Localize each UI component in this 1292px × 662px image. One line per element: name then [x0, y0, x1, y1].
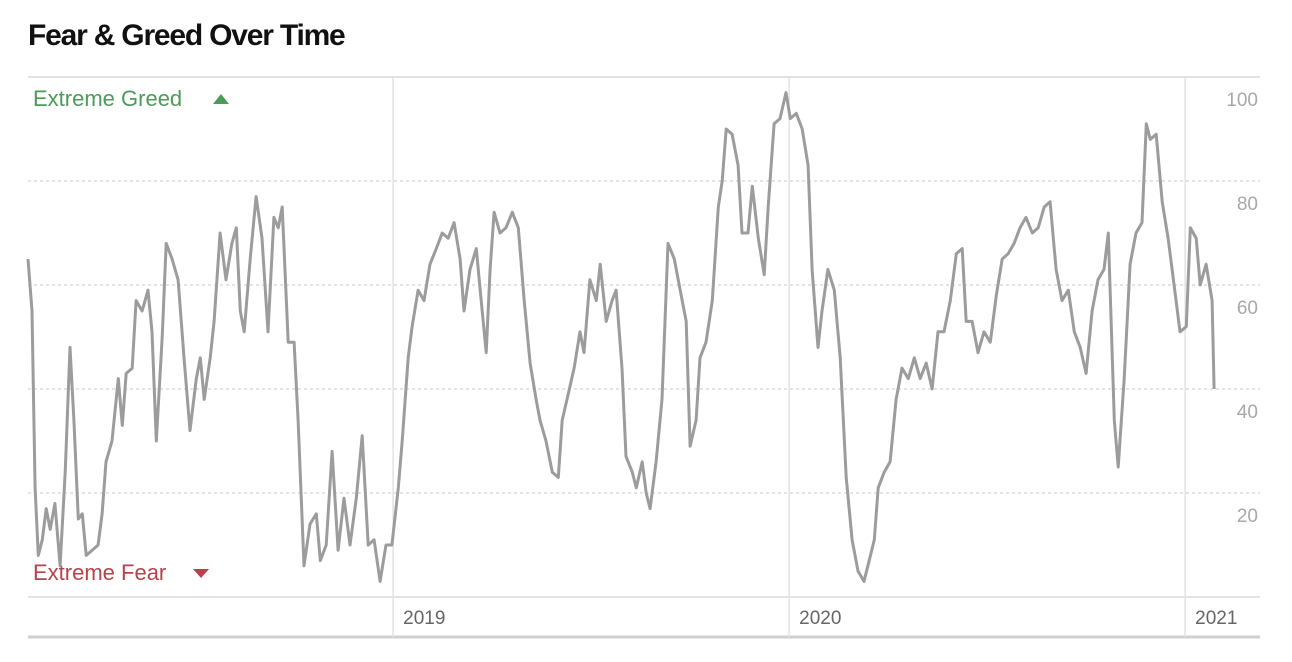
- grid: [28, 76, 1260, 639]
- x-tick-label: 2020: [799, 608, 841, 629]
- annotation-text: Extreme Fear: [33, 560, 166, 585]
- y-tick-label: 20: [1237, 506, 1258, 527]
- annotation-text: Extreme Greed: [33, 86, 182, 111]
- data-line: [26, 91, 1216, 583]
- y-tick-label: 100: [1226, 90, 1258, 111]
- y-tick-label: 40: [1237, 402, 1258, 423]
- chart-title: Fear & Greed Over Time: [28, 19, 345, 52]
- annotation: Extreme Fear: [33, 560, 209, 585]
- annotation: Extreme Greed: [33, 86, 229, 111]
- down-triangle: [193, 569, 209, 578]
- x-tick-label: 2021: [1195, 608, 1237, 629]
- up-triangle: [213, 94, 229, 104]
- y-tick-label: 60: [1237, 298, 1258, 319]
- x-tick-label: 2019: [403, 608, 445, 629]
- y-tick-label: 80: [1237, 194, 1258, 215]
